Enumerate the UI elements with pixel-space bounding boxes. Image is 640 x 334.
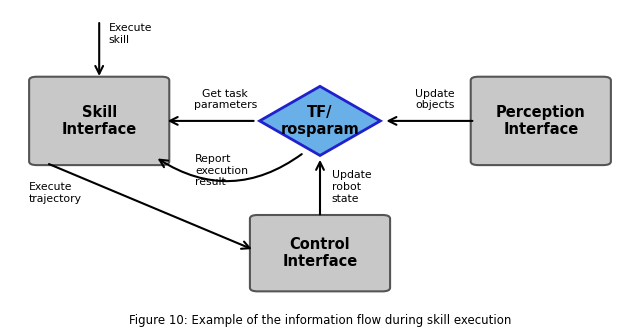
Text: Figure 10: Example of the information flow during skill execution: Figure 10: Example of the information fl… <box>129 314 511 327</box>
Text: Control
Interface: Control Interface <box>282 237 358 270</box>
FancyBboxPatch shape <box>471 77 611 165</box>
Text: Get task
parameters: Get task parameters <box>194 89 257 110</box>
FancyBboxPatch shape <box>250 215 390 291</box>
Text: Perception
Interface: Perception Interface <box>496 105 586 137</box>
Text: Execute
trajectory: Execute trajectory <box>29 182 82 204</box>
Text: TF/
rosparam: TF/ rosparam <box>280 105 360 137</box>
Text: Skill
Interface: Skill Interface <box>61 105 137 137</box>
Text: Execute
skill: Execute skill <box>109 23 152 44</box>
Text: Update
robot
state: Update robot state <box>332 170 371 204</box>
Text: Update
objects: Update objects <box>415 89 455 110</box>
FancyBboxPatch shape <box>29 77 169 165</box>
Polygon shape <box>260 86 380 155</box>
Text: Report
execution
result: Report execution result <box>195 154 248 187</box>
